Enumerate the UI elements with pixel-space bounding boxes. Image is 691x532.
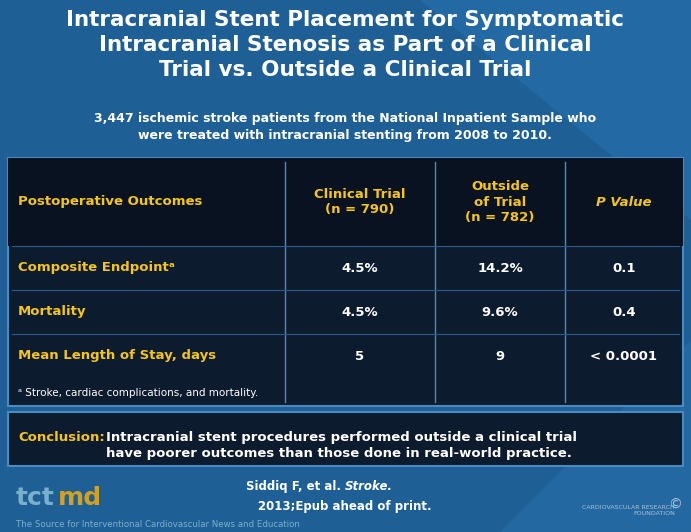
Text: Postoperative Outcomes: Postoperative Outcomes — [18, 195, 202, 209]
Text: Intracranial stent procedures performed outside a clinical trial
have poorer out: Intracranial stent procedures performed … — [106, 431, 577, 460]
Text: Stroke.: Stroke. — [345, 480, 393, 493]
Text: Siddiq F, et al.: Siddiq F, et al. — [246, 480, 345, 493]
Polygon shape — [500, 340, 691, 532]
Text: 2013;Epub ahead of print.: 2013;Epub ahead of print. — [258, 500, 432, 513]
Text: 3,447 ischemic stroke patients from the National Inpatient Sample who
were treat: 3,447 ischemic stroke patients from the … — [94, 112, 596, 142]
Text: 9.6%: 9.6% — [482, 305, 518, 319]
Text: 0.4: 0.4 — [612, 305, 636, 319]
Text: Composite Endpointᵃ: Composite Endpointᵃ — [18, 262, 175, 275]
FancyBboxPatch shape — [8, 158, 683, 406]
Text: Outside
of Trial
(n = 782): Outside of Trial (n = 782) — [465, 180, 535, 223]
Text: 5: 5 — [355, 350, 365, 362]
Text: The Source for Interventional Cardiovascular News and Education: The Source for Interventional Cardiovasc… — [16, 520, 300, 529]
Text: 4.5%: 4.5% — [341, 262, 378, 275]
Polygon shape — [420, 0, 691, 220]
Text: ©: © — [668, 498, 682, 512]
Text: Clinical Trial
(n = 790): Clinical Trial (n = 790) — [314, 188, 406, 216]
Text: < 0.0001: < 0.0001 — [591, 350, 658, 362]
Text: Mean Length of Stay, days: Mean Length of Stay, days — [18, 350, 216, 362]
Text: P Value: P Value — [596, 195, 652, 209]
FancyBboxPatch shape — [8, 158, 683, 246]
Text: Mortality: Mortality — [18, 305, 86, 319]
Text: 9: 9 — [495, 350, 504, 362]
Text: Conclusion:: Conclusion: — [18, 431, 105, 444]
Text: 14.2%: 14.2% — [477, 262, 523, 275]
Text: Intracranial Stent Placement for Symptomatic
Intracranial Stenosis as Part of a : Intracranial Stent Placement for Symptom… — [66, 10, 624, 80]
FancyBboxPatch shape — [8, 412, 683, 466]
Text: 4.5%: 4.5% — [341, 305, 378, 319]
Text: md: md — [58, 486, 102, 510]
Text: CARDIOVASCULAR RESEARCH
FOUNDATION: CARDIOVASCULAR RESEARCH FOUNDATION — [583, 505, 675, 516]
Text: ᵃ Stroke, cardiac complications, and mortality.: ᵃ Stroke, cardiac complications, and mor… — [18, 388, 258, 398]
Text: 0.1: 0.1 — [612, 262, 636, 275]
Text: tct: tct — [16, 486, 55, 510]
